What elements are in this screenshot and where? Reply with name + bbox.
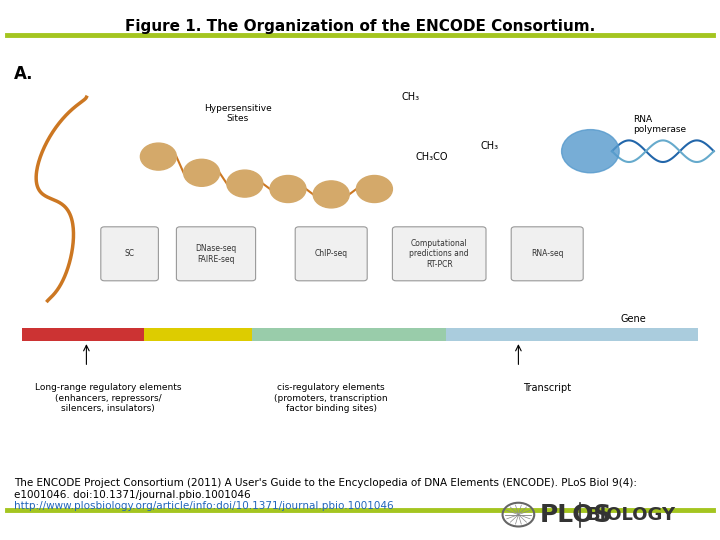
Text: CH₃: CH₃ <box>401 92 420 102</box>
FancyBboxPatch shape <box>295 227 367 281</box>
Text: ChIP-seq: ChIP-seq <box>315 249 348 258</box>
Text: Gene: Gene <box>621 314 647 324</box>
Circle shape <box>562 130 619 173</box>
Text: Figure 1. The Organization of the ENCODE Consortium.: Figure 1. The Organization of the ENCODE… <box>125 19 595 34</box>
Text: http://www.plosbiology.org/article/info:doi/10.1371/journal.pbio.1001046: http://www.plosbiology.org/article/info:… <box>14 501 394 511</box>
Text: BIOLOGY: BIOLOGY <box>587 505 676 524</box>
Text: Computational
predictions and
RT-PCR: Computational predictions and RT-PCR <box>410 239 469 269</box>
FancyBboxPatch shape <box>392 227 486 281</box>
Circle shape <box>227 170 263 197</box>
Bar <box>252 328 446 341</box>
Text: Hypersensitive
Sites: Hypersensitive Sites <box>204 104 271 123</box>
Circle shape <box>270 176 306 202</box>
Text: RNA
polymerase: RNA polymerase <box>634 114 687 134</box>
Circle shape <box>140 143 176 170</box>
FancyBboxPatch shape <box>176 227 256 281</box>
Bar <box>144 328 252 341</box>
Circle shape <box>313 181 349 208</box>
Circle shape <box>356 176 392 202</box>
Text: CH₃: CH₃ <box>480 141 499 151</box>
Text: Long-range regulatory elements
(enhancers, repressors/
silencers, insulators): Long-range regulatory elements (enhancer… <box>35 383 181 413</box>
Circle shape <box>184 159 220 186</box>
Text: The ENCODE Project Consortium (2011) A User's Guide to the Encyclopedia of DNA E: The ENCODE Project Consortium (2011) A U… <box>14 478 637 500</box>
Bar <box>22 328 144 341</box>
FancyBboxPatch shape <box>511 227 583 281</box>
Text: cis-regulatory elements
(promoters, transcription
factor binding sites): cis-regulatory elements (promoters, tran… <box>274 383 388 413</box>
Text: SC: SC <box>125 249 135 258</box>
Text: Transcript: Transcript <box>523 383 571 394</box>
Bar <box>446 328 698 341</box>
Text: CH₃CO: CH₃CO <box>415 152 449 161</box>
FancyBboxPatch shape <box>101 227 158 281</box>
Text: A.: A. <box>14 65 34 83</box>
Text: DNase-seq
FAIRE-seq: DNase-seq FAIRE-seq <box>195 244 237 264</box>
Text: RNA-seq: RNA-seq <box>531 249 564 258</box>
Text: PLOS: PLOS <box>540 503 613 526</box>
